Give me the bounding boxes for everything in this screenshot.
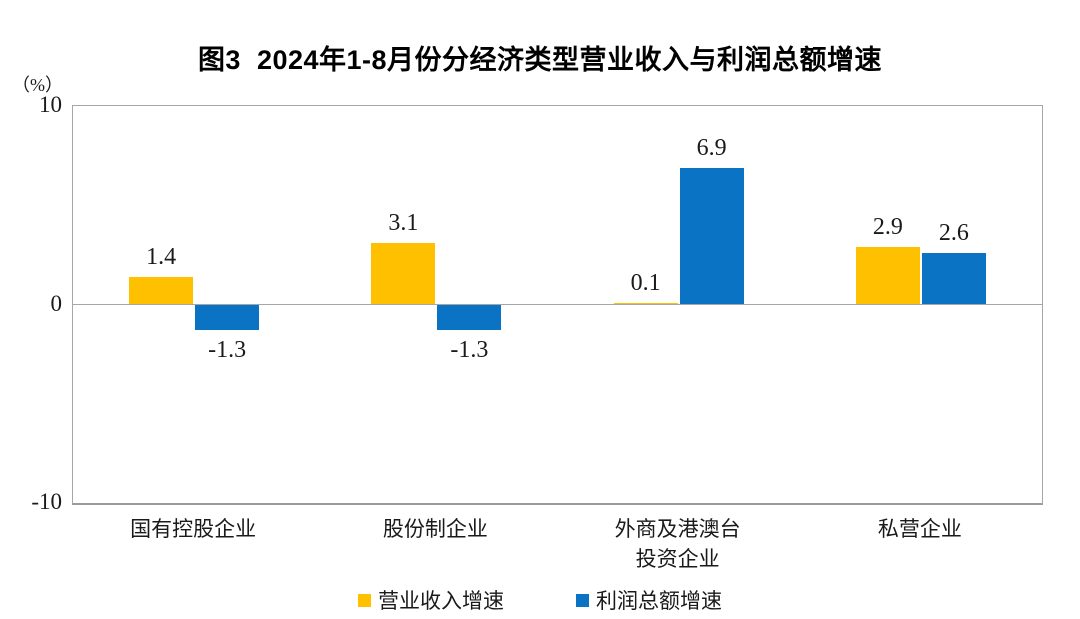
legend-swatch-icon bbox=[576, 593, 589, 607]
zero-gridline bbox=[73, 304, 1042, 305]
bar-value-label: -1.3 bbox=[450, 337, 489, 364]
chart-title: 图3 2024年1-8月份分经济类型营业收入与利润总额增速 bbox=[197, 45, 883, 75]
bar-value-label: -1.3 bbox=[208, 337, 247, 364]
category-label: 私营企业 bbox=[877, 517, 962, 541]
category-label: 外商及港澳台 投资企业 bbox=[614, 517, 741, 571]
plot-area: 1.4 -1.3 3.1 -1.3 0.1 6.9 2.9 2.6 bbox=[72, 105, 1043, 505]
bar-营业收入增速-股份制企业 bbox=[371, 242, 436, 305]
bar-营业收入增速-外商及港澳台投资企业 bbox=[613, 302, 678, 305]
bar-value-label: 1.4 bbox=[146, 243, 177, 270]
legend-item-营业收入增速: 营业收入增速 bbox=[358, 585, 504, 615]
bar-利润总额增速-国有控股企业 bbox=[195, 304, 260, 331]
bar-利润总额增速-外商及港澳台投资企业 bbox=[679, 167, 744, 305]
legend-label: 营业收入增速 bbox=[378, 589, 504, 613]
y-axis-unit-label: （%） bbox=[12, 75, 63, 95]
bar-value-label: 6.9 bbox=[696, 134, 727, 161]
legend-item-利润总额增速: 利润总额增速 bbox=[576, 585, 722, 615]
bar-利润总额增速-私营企业 bbox=[921, 252, 986, 305]
y-tick-0: 0 bbox=[50, 291, 63, 316]
legend-swatch-icon bbox=[358, 593, 371, 607]
y-tick-10: 10 bbox=[39, 92, 62, 117]
bar-营业收入增速-国有控股企业 bbox=[129, 276, 194, 305]
bar-营业收入增速-私营企业 bbox=[855, 246, 920, 305]
bar-利润总额增速-股份制企业 bbox=[437, 304, 502, 331]
legend: 营业收入增速 利润总额增速 bbox=[0, 585, 1080, 615]
bar-value-label: 0.1 bbox=[630, 269, 661, 296]
bar-value-label: 2.6 bbox=[938, 219, 969, 246]
y-tick-neg10: -10 bbox=[31, 489, 62, 514]
bar-value-label: 2.9 bbox=[872, 213, 903, 240]
category-label: 国有控股企业 bbox=[130, 517, 257, 541]
bar-value-label: 3.1 bbox=[388, 209, 419, 236]
category-label: 股份制企业 bbox=[382, 517, 488, 541]
legend-label: 利润总额增速 bbox=[596, 589, 722, 613]
